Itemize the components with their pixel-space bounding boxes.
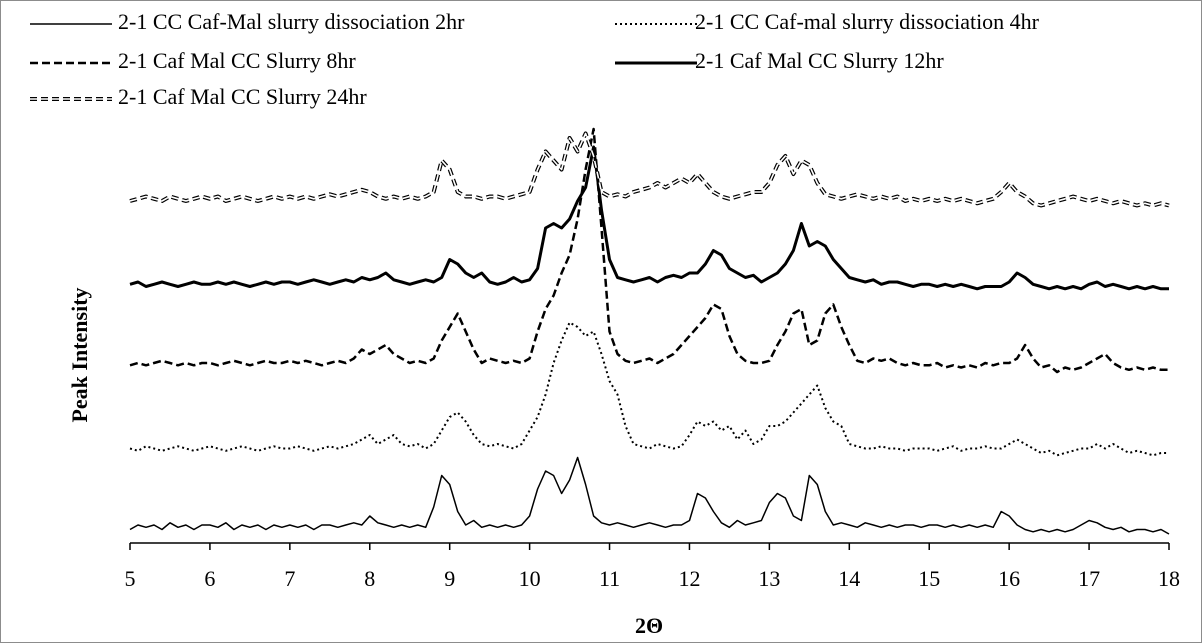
series-line bbox=[129, 321, 1169, 457]
x-tick-label: 6 bbox=[204, 566, 215, 591]
x-tick-label: 15 bbox=[918, 566, 940, 591]
x-tick-label: 7 bbox=[284, 566, 295, 591]
x-tick-label: 16 bbox=[998, 566, 1020, 591]
x-tick-label: 11 bbox=[599, 566, 620, 591]
y-axis-title: Peak Intensity bbox=[67, 287, 92, 422]
series-line-inner bbox=[129, 132, 1170, 207]
x-tick-label: 5 bbox=[125, 566, 136, 591]
x-tick-label: 9 bbox=[444, 566, 455, 591]
series-line bbox=[129, 127, 1169, 374]
x-tick-label: 14 bbox=[838, 566, 860, 591]
legend-label: 2-1 Caf Mal CC Slurry 8hr bbox=[118, 48, 356, 73]
legend-label: 2-1 Caf Mal CC Slurry 24hr bbox=[118, 84, 367, 109]
x-tick-label: 17 bbox=[1078, 566, 1100, 591]
legend-label: 2-1 CC Caf-Mal slurry dissociation 2hr bbox=[118, 9, 465, 34]
legend-label: 2-1 Caf Mal CC Slurry 12hr bbox=[695, 48, 944, 73]
series-line bbox=[129, 145, 1169, 291]
series-line bbox=[129, 456, 1170, 535]
x-tick-label: 12 bbox=[678, 566, 700, 591]
x-tick-label: 18 bbox=[1158, 566, 1180, 591]
legend-label: 2-1 CC Caf-mal slurry dissociation 4hr bbox=[695, 9, 1040, 34]
x-tick-label: 8 bbox=[364, 566, 375, 591]
x-tick-label: 13 bbox=[758, 566, 780, 591]
x-tick-label: 10 bbox=[519, 566, 541, 591]
x-axis-title: 2Θ bbox=[635, 613, 663, 638]
